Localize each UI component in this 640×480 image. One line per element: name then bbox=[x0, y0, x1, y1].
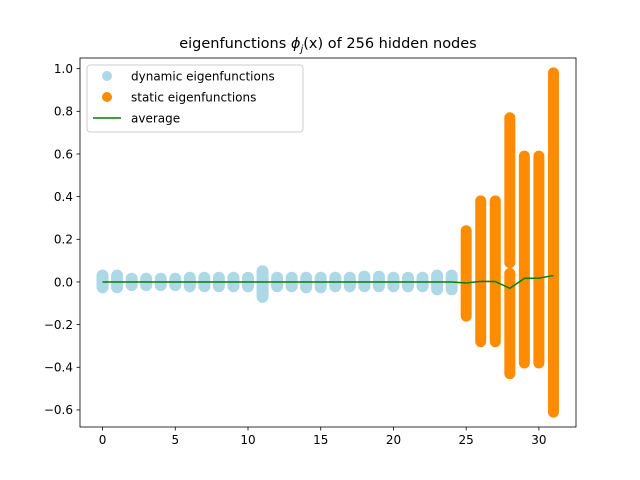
x-tick-label-2: 10 bbox=[240, 433, 255, 447]
static-eigen-point-6 bbox=[533, 150, 545, 369]
x-tick-label-4: 20 bbox=[386, 433, 401, 447]
x-tick-label-1: 5 bbox=[171, 433, 179, 447]
static-eigen-point-2 bbox=[489, 195, 501, 348]
y-tick-label-2: −0.2 bbox=[44, 318, 73, 332]
plot-area bbox=[96, 67, 559, 418]
title-suffix: of 256 hidden nodes bbox=[323, 36, 477, 52]
dynamic-eigen-point-0 bbox=[96, 269, 109, 294]
y-tick-label-5: 0.4 bbox=[54, 190, 73, 204]
y-tick-label-4: 0.2 bbox=[54, 233, 73, 247]
y-tick-label-1: −0.4 bbox=[44, 361, 73, 375]
static-eigen-point-3 bbox=[504, 267, 516, 380]
x-tick-label-5: 25 bbox=[459, 433, 474, 447]
static-eigen-point-4 bbox=[504, 112, 516, 269]
y-tick-label-0: −0.6 bbox=[44, 403, 73, 417]
legend-label-average: average bbox=[131, 112, 180, 126]
x-tick-label-0: 0 bbox=[99, 433, 107, 447]
y-tick-label-6: 0.6 bbox=[54, 147, 73, 161]
static-eigen-point-0 bbox=[460, 225, 472, 322]
title-arg: (x) bbox=[303, 36, 323, 52]
y-tick-label-7: 0.8 bbox=[54, 105, 73, 119]
chart-title: eigenfunctions ϕj(x) of 256 hidden nodes bbox=[179, 36, 477, 55]
x-tick-label-3: 15 bbox=[313, 433, 328, 447]
static-eigen-point-1 bbox=[475, 195, 487, 348]
static-eigen-point-7 bbox=[547, 67, 559, 418]
average-line bbox=[102, 274, 554, 290]
legend-marker-dynamic bbox=[102, 71, 112, 81]
legend-label-static: static eigenfunctions bbox=[131, 91, 256, 105]
x-tick-label-6: 30 bbox=[531, 433, 546, 447]
legend: dynamic eigenfunctions static eigenfuncti… bbox=[86, 64, 304, 133]
dynamic-eigen-point-11 bbox=[256, 265, 269, 303]
title-symbol: ϕ bbox=[291, 36, 301, 52]
legend-marker-static bbox=[102, 92, 112, 102]
y-tick-label-3: 0.0 bbox=[54, 275, 73, 289]
static-eigen-point-5 bbox=[518, 150, 530, 369]
axes: 0 5 10 15 20 25 30 −0.6 −0.4 −0.2 0.0 0.2 0.4 0.6 0.8 1… bbox=[44, 57, 577, 447]
y-tick-label-8: 1.0 bbox=[54, 62, 73, 76]
legend-box bbox=[86, 64, 304, 133]
legend-label-dynamic: dynamic eigenfunctions bbox=[131, 70, 275, 84]
title-subscript: j bbox=[298, 44, 303, 55]
axes-frame bbox=[79, 57, 577, 428]
title-prefix: eigenfunctions bbox=[179, 36, 291, 52]
